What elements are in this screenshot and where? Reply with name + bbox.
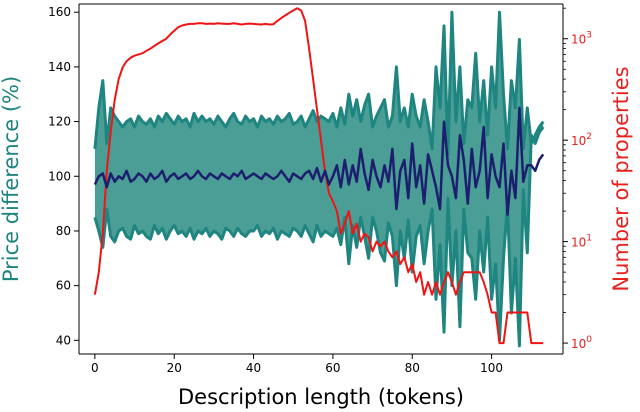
y-tick-label: 140 bbox=[48, 60, 71, 74]
y-tick-label: 40 bbox=[56, 333, 71, 347]
y2-tick-label: 103 bbox=[571, 31, 592, 47]
ticks-layer: 0 20 40 60 80 100 40 60 80 100 120 140 160 100 101 102 1… bbox=[48, 5, 592, 375]
x-axis-label: Description length (tokens) bbox=[178, 385, 464, 409]
y2-tick-label: 102 bbox=[571, 132, 592, 148]
y-tick-label: 160 bbox=[48, 5, 71, 19]
y-tick-label: 80 bbox=[56, 224, 71, 238]
y2-tick-label: 100 bbox=[571, 335, 592, 351]
x-tick-label: 100 bbox=[480, 361, 503, 375]
x-tick-label: 40 bbox=[246, 361, 261, 375]
lower-band-line bbox=[93, 126, 545, 348]
x-tick-label: 60 bbox=[325, 361, 340, 375]
x-tick-label: 80 bbox=[405, 361, 420, 375]
lines-layer bbox=[93, 7, 545, 345]
y2-axis-label: Number of properties bbox=[609, 66, 633, 291]
y2-tick-label: 101 bbox=[571, 234, 592, 250]
x-tick-label: 0 bbox=[91, 361, 99, 375]
y-tick-label: 60 bbox=[56, 279, 71, 293]
count-series-line bbox=[93, 7, 544, 345]
y-tick-label: 120 bbox=[48, 115, 71, 129]
x-tick-label: 20 bbox=[167, 361, 182, 375]
mean-series-line bbox=[93, 106, 545, 216]
axes-frame bbox=[78, 3, 564, 355]
y-tick-label: 100 bbox=[48, 169, 71, 183]
y-axis-label: Price difference (%) bbox=[0, 76, 23, 282]
